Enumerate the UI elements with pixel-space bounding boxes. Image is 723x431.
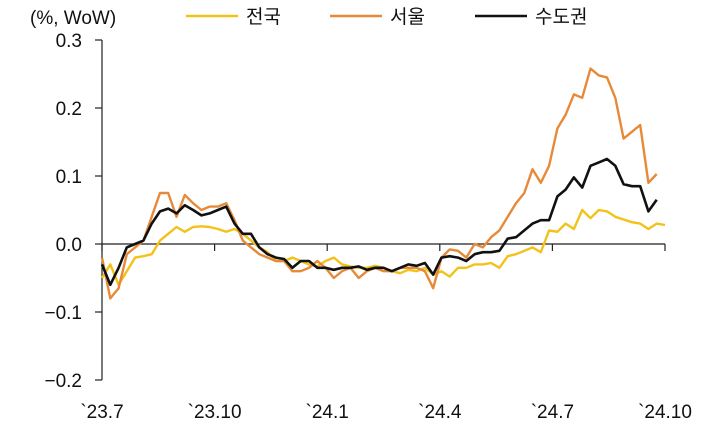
y-tick-label: −0.1 (44, 303, 82, 324)
y-tick-label: 0.2 (56, 99, 82, 120)
y-tick-label: 0.1 (56, 167, 82, 188)
legend-label: 서울 (390, 6, 425, 28)
series-lines (100, 67, 666, 300)
series-line-서울 (100, 67, 658, 300)
x-tick-label: `23.10 (188, 402, 242, 423)
axes: 0.3 0.2 0.1 0.0 −0.1 −0.2 `23.7 `23.10 `24.1 `24.… (44, 31, 691, 423)
x-tick-label: `24.1 (306, 402, 349, 423)
y-tick-label: 0.0 (56, 235, 82, 256)
x-tick-label: `23.7 (80, 402, 123, 423)
series-line-전국 (100, 208, 666, 286)
x-tick-label: `24.7 (531, 402, 574, 423)
y-tick-label: 0.3 (56, 31, 82, 52)
legend-label: 수도권 (535, 6, 587, 28)
x-tick-label: `24.4 (418, 402, 462, 423)
y-tick-label: −0.2 (44, 371, 82, 392)
legend: 전국 서울 수도권 (186, 6, 587, 28)
legend-label: 전국 (246, 6, 281, 28)
y-axis-unit-label: (%, WoW) (30, 8, 116, 29)
x-tick-label: `24.10 (638, 402, 692, 423)
series-line-수도권 (100, 157, 658, 287)
